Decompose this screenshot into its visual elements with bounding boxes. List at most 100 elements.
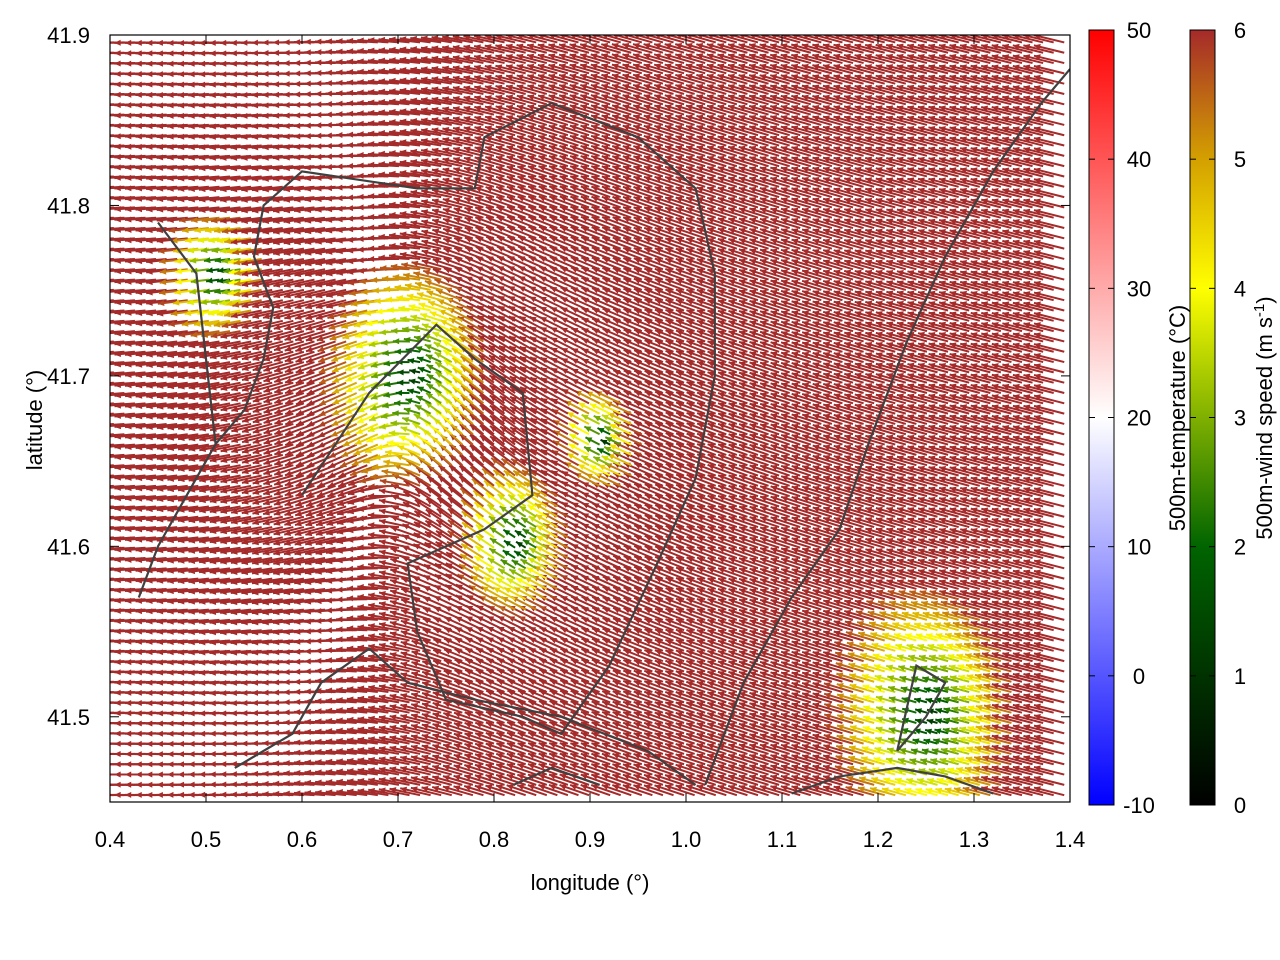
wind-arrow [453,764,484,776]
wind-arrow [633,784,664,797]
wind-arrow [110,309,114,312]
wind-arrow [1033,775,1065,786]
wind-arrow [822,785,854,797]
wind-arrow [527,763,558,776]
wind-arrow [846,775,875,786]
wind-arrow [643,763,674,776]
wind-arrow [110,453,114,457]
wind-arrow [1033,786,1065,797]
wind-arrow [935,787,959,797]
wind-arrow [410,775,442,786]
wind-arrow [110,330,114,333]
wind-arrow [432,764,463,776]
wind-arrow [110,567,114,570]
wind-arrow [110,443,114,446]
wind-arrow [110,608,114,611]
wind-arrow [110,639,114,642]
wind-arrow [389,766,421,776]
wind-arrow [991,775,1023,786]
wind-arrow [495,773,527,786]
wind-arrow [110,680,114,683]
wind-arrow [559,763,590,776]
wind-arrow [749,774,780,786]
wind-arrow [871,776,896,786]
wind-arrow [601,763,632,776]
wind-arrow [569,784,600,797]
wind-arrow [685,774,717,786]
wind-arrow [991,786,1023,797]
wind-arrow [110,649,114,652]
wind-arrow [780,764,812,776]
wind-arrow [110,288,114,292]
wind-arrow [516,773,548,786]
wind-arrow [485,763,516,776]
wind-arrow [622,784,653,797]
wind-arrow [110,670,114,673]
wind-arrow [580,773,611,786]
wind-arrow [622,773,653,786]
wind-arrow [527,784,558,797]
wind-arrow [916,778,938,786]
wind-arrow [548,784,579,797]
wind-arrow [622,763,653,776]
wind-arrow [110,515,114,518]
wind-arrow [869,786,896,797]
wind-arrow [857,786,885,797]
wind-arrow [643,784,674,797]
wind-arrow [727,774,759,786]
wind-arrow [110,526,114,529]
wind-arrow [858,776,885,786]
wind-arrow [110,773,114,776]
wind-arrow [538,784,569,797]
wind-arrow [601,784,632,797]
wind-arrow [1002,786,1033,797]
wind-arrow [749,764,780,776]
wind-arrow [633,773,664,786]
wind-arrow [717,774,748,786]
wind-arrow [485,774,516,786]
wind-arrow [463,784,495,797]
wind-arrow [431,775,463,786]
wind-arrow [110,732,114,735]
wind-arrow [110,422,114,426]
wind-arrow [110,433,114,436]
wind-arrow [770,764,801,776]
wind-arrow [894,777,917,786]
wind-arrow [559,773,590,786]
wind-arrow [110,598,114,601]
wind-arrow [770,785,801,797]
wind-arrow [110,505,114,508]
wind-arrow [516,784,548,797]
wind-arrow [980,775,1012,786]
wind-arrow [569,763,600,776]
wind-arrow [664,784,695,797]
wind-arrow [378,766,410,776]
wind-arrow [1012,775,1044,786]
wind-arrow [770,774,801,786]
wind-arrow [926,777,949,786]
wind-arrow [727,784,759,797]
wind-arrow [833,785,864,797]
wind-arrow [463,774,495,786]
wind-arrow [506,784,537,797]
wind-arrow [904,787,928,797]
wind-arrow [590,773,622,786]
wind-arrow [881,787,907,797]
wind-arrow [654,784,685,797]
wind-arrow [738,774,769,786]
wind-arrow [389,776,421,786]
wind-arrow [944,787,970,797]
wind-arrow [801,774,833,786]
wind-arrow [474,763,505,776]
wind-arrow [738,784,769,797]
wind-arrow [485,784,516,797]
wind-arrow [495,784,526,797]
wind-arrow [110,237,114,240]
wind-arrow [474,774,505,786]
wind-arrow [110,742,114,745]
wind-arrow [110,587,114,591]
wind-arrow [110,412,114,415]
wind-arrow [717,764,748,776]
wind-arrow [110,268,114,271]
wind-arrow [110,618,114,622]
